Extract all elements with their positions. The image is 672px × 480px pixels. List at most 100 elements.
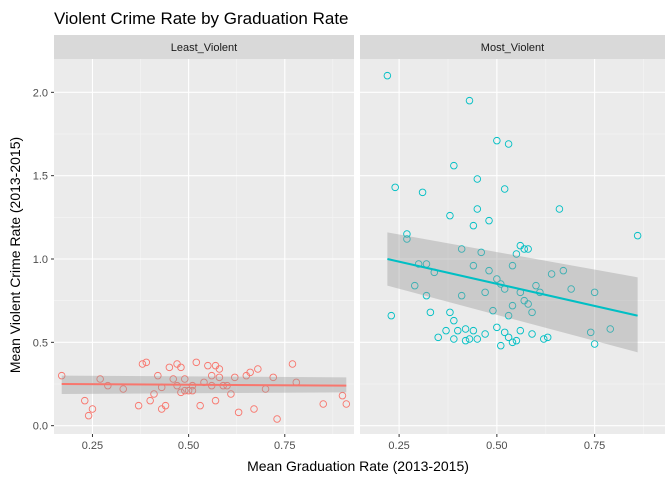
data-point <box>138 360 147 368</box>
data-point <box>567 285 575 293</box>
data-point <box>426 308 435 317</box>
data-point <box>434 333 442 342</box>
data-point <box>181 375 189 383</box>
data-point <box>547 270 556 278</box>
data-point <box>559 266 568 275</box>
data-point <box>211 396 220 405</box>
data-point <box>410 281 419 290</box>
data-point <box>154 371 162 380</box>
data-point <box>473 205 482 213</box>
data-point <box>493 275 501 283</box>
data-point <box>418 188 427 197</box>
data-point <box>383 71 392 80</box>
data-point <box>450 161 458 170</box>
data-point <box>403 235 411 243</box>
y-tick-label: 2.0 <box>33 87 48 99</box>
data-point <box>192 358 201 367</box>
data-point <box>606 325 615 333</box>
facet-strip-label: Most_Violent <box>481 42 544 54</box>
data-point <box>489 306 497 315</box>
data-point <box>504 333 513 342</box>
y-axis: 0.0 0.5 1.0 1.5 2.0 <box>33 87 54 433</box>
data-point <box>457 245 466 253</box>
data-point <box>500 185 509 193</box>
panel-background <box>54 59 354 434</box>
facet-panel-most-violent: Most_Violent 0.25 0.50 0.75 <box>360 35 665 452</box>
data-point <box>254 365 262 373</box>
y-tick-label: 1.5 <box>33 171 48 183</box>
x-tick-label: 0.75 <box>274 440 295 452</box>
data-point <box>590 340 599 348</box>
data-point <box>465 96 474 105</box>
data-point <box>204 361 212 370</box>
data-point <box>500 328 509 337</box>
data-point <box>57 371 66 380</box>
data-point <box>508 338 517 347</box>
data-point <box>477 248 485 257</box>
chart-title: Violent Crime Rate by Graduation Rate <box>54 9 349 28</box>
data-point <box>234 408 243 417</box>
data-point <box>142 358 151 367</box>
data-point <box>177 363 185 372</box>
data-point <box>96 375 104 383</box>
data-point <box>134 401 143 410</box>
facet-strip <box>54 35 354 59</box>
confidence-band <box>387 232 638 353</box>
data-point <box>473 335 482 343</box>
data-point <box>342 400 351 408</box>
data-point <box>403 230 411 238</box>
data-point <box>319 400 327 408</box>
data-point <box>540 335 548 343</box>
data-point <box>512 336 521 345</box>
x-tick-label: 0.50 <box>486 440 507 452</box>
data-point <box>461 325 470 333</box>
data-point <box>508 261 517 270</box>
data-point <box>524 245 532 253</box>
data-point <box>493 136 501 145</box>
data-point <box>504 140 513 148</box>
data-point <box>516 326 525 335</box>
x-tick-label: 0.25 <box>82 440 103 452</box>
data-point <box>473 175 482 183</box>
x-tick-label: 0.50 <box>178 440 199 452</box>
data-point <box>469 261 478 270</box>
data-point <box>177 388 185 397</box>
facet-panel-least-violent: Least_Violent 0.25 0.50 0.75 <box>54 35 354 452</box>
panel-background <box>360 59 665 434</box>
y-tick-label: 0.0 <box>33 421 48 433</box>
data-point <box>465 335 474 343</box>
data-point <box>528 308 536 317</box>
data-point <box>387 311 396 320</box>
data-point <box>481 330 489 338</box>
data-point <box>520 245 528 253</box>
data-point <box>215 365 224 373</box>
data-point <box>288 360 297 368</box>
x-tick-label: 0.75 <box>584 440 605 452</box>
data-point <box>450 316 458 325</box>
x-axis-title: Mean Graduation Rate (2013-2015) <box>247 458 469 474</box>
data-point <box>481 288 489 297</box>
data-point <box>422 291 431 300</box>
data-point <box>88 405 97 413</box>
data-point <box>450 335 458 343</box>
y-tick-label: 1.0 <box>33 254 48 266</box>
data-point <box>246 368 254 377</box>
facet-strip <box>360 35 665 59</box>
data-point <box>461 336 470 345</box>
data-point <box>454 326 462 335</box>
data-point <box>446 211 454 220</box>
data-point <box>442 326 450 335</box>
facet-panels: Least_Violent 0.25 0.50 0.75 Most_Violent 0.2… <box>54 35 665 452</box>
data-point <box>469 326 478 335</box>
facet-strip-label: Least_Violent <box>171 42 237 54</box>
data-point <box>84 411 93 420</box>
data-point <box>524 300 532 308</box>
data-point <box>446 308 454 317</box>
data-point <box>457 291 466 300</box>
data-point <box>512 250 521 258</box>
data-point <box>532 281 540 290</box>
data-point <box>528 330 536 338</box>
data-point <box>469 221 478 230</box>
data-point <box>586 328 595 337</box>
